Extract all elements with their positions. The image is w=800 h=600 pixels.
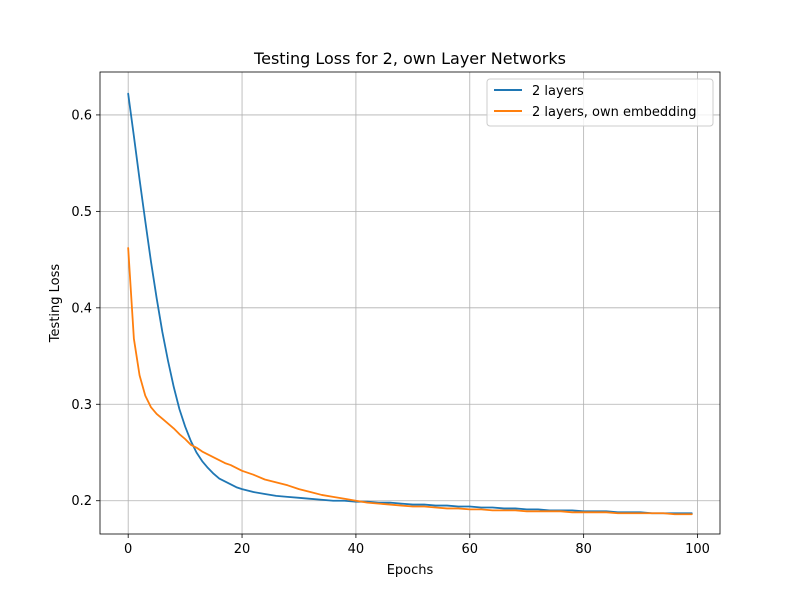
y-tick-label: 0.2 — [71, 494, 92, 509]
y-axis-label: Testing Loss — [48, 264, 63, 344]
legend-box — [486, 78, 714, 127]
x-tick-label: 100 — [685, 542, 710, 557]
y-tick-label: 0.5 — [71, 205, 92, 220]
x-tick-label: 0 — [124, 542, 132, 557]
y-tick-label: 0.4 — [71, 301, 92, 316]
x-tick-label: 20 — [234, 542, 251, 557]
x-tick-label: 80 — [575, 542, 592, 557]
plot-area-frame — [99, 71, 721, 535]
x-tick-label: 60 — [462, 542, 479, 557]
legend: 2 layers 2 layers, own embedding — [486, 78, 714, 127]
x-axis-ticks: 0 20 40 60 80 100 — [124, 534, 710, 557]
series-lines — [127, 92, 693, 516]
series-line-own-embedding — [127, 247, 693, 516]
legend-label-2-layers: 2 layers — [532, 84, 584, 99]
legend-label-own-embedding: 2 layers, own embedding — [532, 105, 697, 120]
x-tick-label: 40 — [348, 542, 365, 557]
y-tick-label: 0.6 — [71, 108, 92, 123]
x-axis-label: Epochs — [387, 563, 434, 578]
chart-title: Testing Loss for 2, own Layer Networks — [253, 49, 566, 68]
y-tick-label: 0.3 — [71, 398, 92, 413]
series-line-2-layers — [127, 92, 693, 515]
y-axis-ticks: 0.2 0.3 0.4 0.5 0.6 — [71, 108, 100, 509]
